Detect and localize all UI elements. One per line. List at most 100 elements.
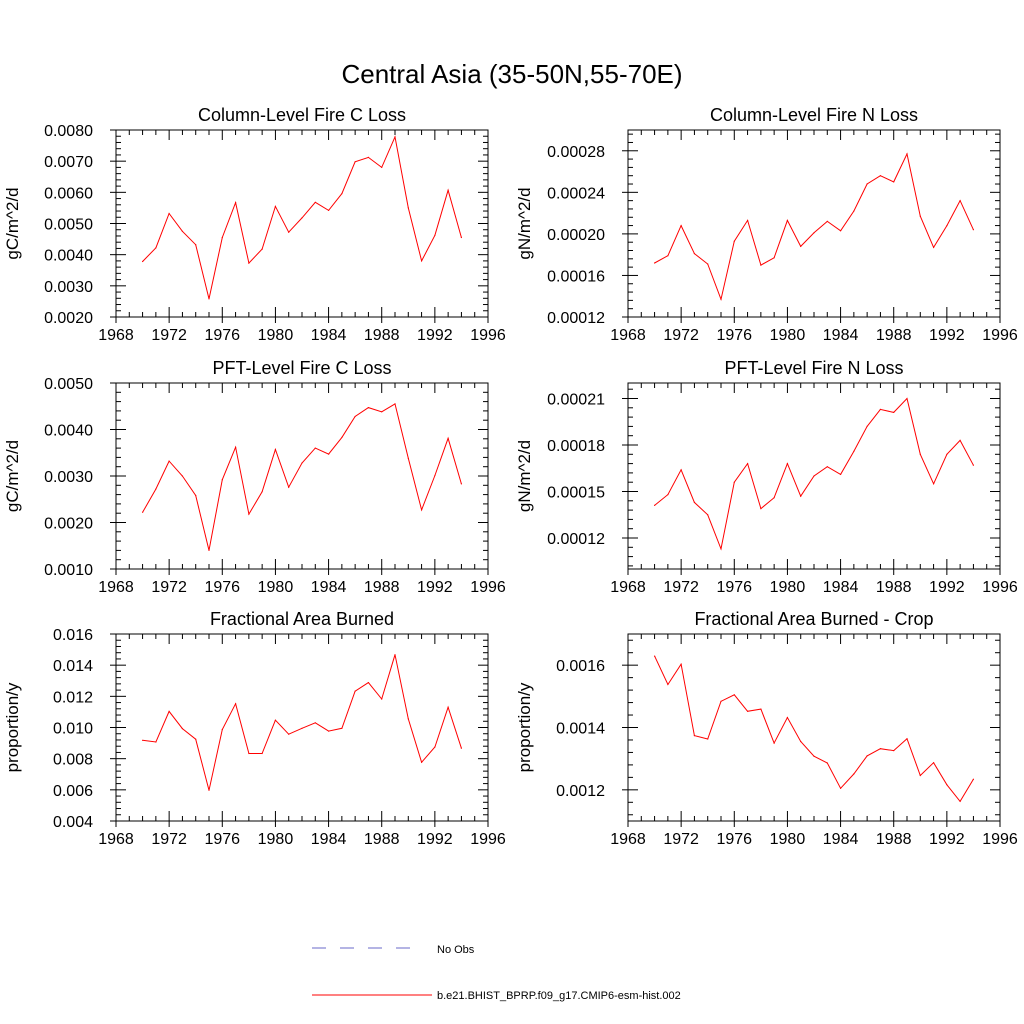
data-point xyxy=(933,483,935,485)
panel-title: PFT-Level Fire C Loss xyxy=(212,358,391,378)
data-point xyxy=(447,189,449,191)
legend: No Obs b.e21.BHIST_BPRP.f09_g17.CMIP6-es… xyxy=(312,944,681,1002)
y-tick-label: 0.00016 xyxy=(547,268,605,285)
data-point xyxy=(142,739,144,741)
data-point xyxy=(813,232,815,234)
y-tick-label: 0.0016 xyxy=(556,658,605,675)
x-tick-label: 1972 xyxy=(663,327,699,344)
y-tick-label: 0.004 xyxy=(53,814,93,831)
data-point xyxy=(421,509,423,511)
x-tick-label: 1992 xyxy=(417,831,453,848)
data-point xyxy=(667,255,669,257)
data-point xyxy=(421,761,423,763)
y-axis-label: gC/m^2/d xyxy=(3,440,22,512)
data-point xyxy=(328,730,330,732)
y-tick-label: 0.00021 xyxy=(547,392,605,409)
data-point xyxy=(434,474,436,477)
panel-title: Column-Level Fire N Loss xyxy=(710,105,918,125)
x-tick-label: 1980 xyxy=(770,327,806,344)
x-tick-label: 1996 xyxy=(982,579,1018,596)
data-point xyxy=(800,245,802,247)
data-point xyxy=(786,219,789,221)
data-point xyxy=(434,234,436,236)
y-tick-label: 0.006 xyxy=(53,783,93,800)
data-point xyxy=(235,703,237,705)
x-tick-label: 1988 xyxy=(876,579,912,596)
y-axis-label: gN/m^2/d xyxy=(515,440,534,512)
x-tick-label: 1988 xyxy=(364,327,400,344)
y-tick-label: 0.00020 xyxy=(547,227,605,244)
data-point xyxy=(879,175,882,177)
data-point xyxy=(919,215,921,217)
y-tick-label: 0.0020 xyxy=(44,310,93,327)
x-tick-label: 1984 xyxy=(823,327,859,344)
x-tick-label: 1976 xyxy=(204,579,240,596)
plot-frame xyxy=(627,633,1001,822)
x-tick-label: 1972 xyxy=(151,327,187,344)
data-point xyxy=(195,244,197,246)
x-tick-label: 1968 xyxy=(610,579,646,596)
data-point xyxy=(142,511,144,513)
y-axis-label: gN/m^2/d xyxy=(515,187,534,259)
y-tick-label: 0.00018 xyxy=(547,438,605,455)
data-point xyxy=(367,682,369,684)
x-tick-label: 1992 xyxy=(929,327,965,344)
data-point xyxy=(959,439,961,441)
data-point xyxy=(853,210,855,212)
y-tick-label: 0.00028 xyxy=(547,144,605,161)
y-tick-label: 0.0030 xyxy=(44,279,93,296)
data-point xyxy=(301,217,303,219)
y-axis-label: proportion/y xyxy=(515,682,534,772)
x-tick-label: 1968 xyxy=(610,327,646,344)
data-point xyxy=(946,225,948,227)
data-point xyxy=(195,738,197,740)
data-point xyxy=(853,450,855,452)
data-point xyxy=(328,453,330,455)
data-point xyxy=(434,746,436,748)
data-point xyxy=(274,448,276,451)
x-tick-label: 1980 xyxy=(770,831,806,848)
data-point xyxy=(288,231,290,233)
y-tick-label: 0.010 xyxy=(53,721,93,738)
data-point xyxy=(654,504,656,506)
data-point xyxy=(680,469,682,471)
data-point xyxy=(221,236,223,239)
data-point xyxy=(667,494,669,496)
x-tick-label: 1988 xyxy=(364,579,400,596)
data-point xyxy=(786,716,789,719)
data-point xyxy=(840,230,842,232)
data-point xyxy=(840,473,842,475)
x-tick-label: 1992 xyxy=(417,579,453,596)
chart-panel-5: Fractional Area Burned 1968 1972 1976 1980 19… xyxy=(3,609,506,848)
data-point xyxy=(155,488,157,490)
data-point xyxy=(181,230,183,232)
y-tick-label: 0.0060 xyxy=(44,185,93,202)
data-point xyxy=(301,727,303,729)
y-tick-label: 0.00015 xyxy=(547,485,605,502)
data-point xyxy=(933,762,935,764)
data-point xyxy=(654,262,656,264)
data-point xyxy=(800,495,802,497)
data-point xyxy=(747,219,749,221)
y-tick-label: 0.0010 xyxy=(44,562,93,579)
x-tick-label: 1968 xyxy=(98,579,134,596)
data-point xyxy=(773,497,775,499)
data-point xyxy=(906,738,908,740)
data-point xyxy=(707,263,709,265)
y-tick-label: 0.0030 xyxy=(44,469,93,486)
data-point xyxy=(381,166,383,168)
data-point xyxy=(394,654,396,656)
x-tick-label: 1996 xyxy=(982,831,1018,848)
data-point xyxy=(155,247,157,249)
y-tick-label: 0.0080 xyxy=(44,123,93,140)
data-point xyxy=(707,514,709,516)
data-point xyxy=(367,407,369,409)
series-line xyxy=(142,654,462,791)
y-tick-label: 0.00024 xyxy=(547,185,605,202)
figure-title: Central Asia (35-50N,55-70E) xyxy=(341,59,682,89)
x-tick-label: 1996 xyxy=(470,579,506,596)
data-point xyxy=(786,463,789,465)
data-point xyxy=(893,181,895,183)
x-tick-label: 1984 xyxy=(823,831,859,848)
data-point xyxy=(893,411,895,413)
